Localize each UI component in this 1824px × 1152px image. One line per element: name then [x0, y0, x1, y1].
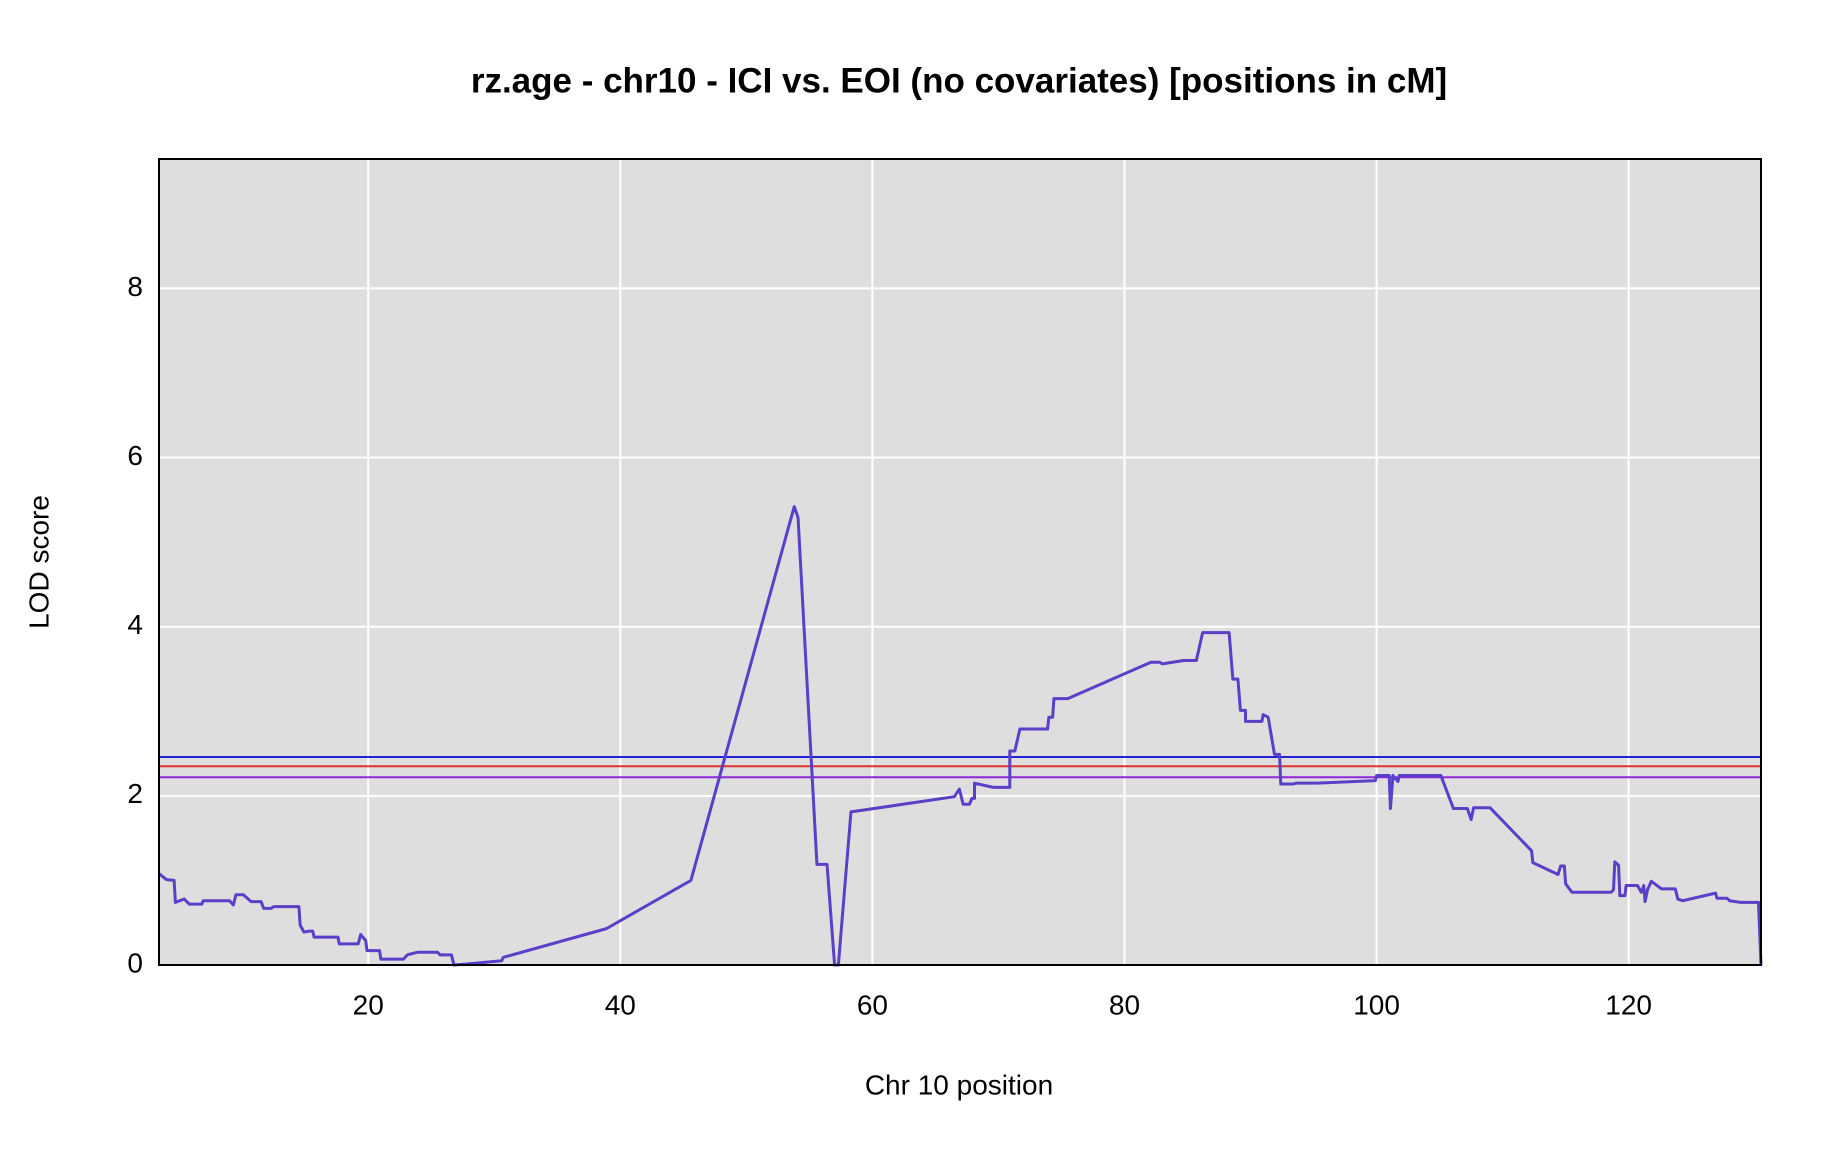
plot-background — [159, 159, 1761, 965]
marks — [158, 505, 1763, 967]
y-tick-label: 2 — [127, 778, 143, 809]
x-tick-label: 80 — [1109, 989, 1140, 1020]
plot-frame — [158, 158, 1762, 966]
y-tick-label: 8 — [127, 271, 143, 302]
chart-title: rz.age - chr10 - ICI vs. EOI (no covaria… — [471, 61, 1447, 100]
y-tick-label: 6 — [127, 440, 143, 471]
x-tick-label: 120 — [1605, 989, 1652, 1020]
x-tick-label: 20 — [353, 989, 384, 1020]
x-axis-label: Chr 10 position — [865, 1069, 1053, 1100]
x-tick-label: 40 — [605, 989, 636, 1020]
y-axis-label: LOD score — [23, 495, 54, 629]
y-tick-label: 4 — [127, 609, 143, 640]
lod-line — [158, 505, 1763, 967]
x-tick-label: 60 — [857, 989, 888, 1020]
y-tick-label: 0 — [127, 947, 143, 978]
grid — [159, 159, 1761, 966]
x-tick-label: 100 — [1353, 989, 1400, 1020]
